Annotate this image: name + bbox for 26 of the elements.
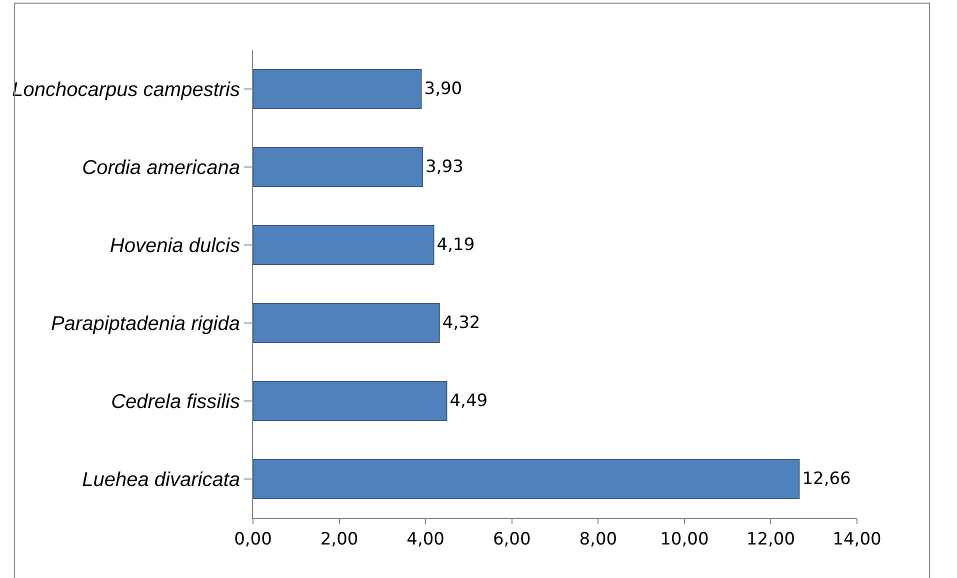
x-tick-label: 0,00 (234, 529, 272, 550)
y-tick-label: Hovenia dulcis (110, 235, 240, 257)
bar (253, 381, 448, 421)
x-tick-label: 8,00 (579, 529, 618, 550)
data-label: 4,19 (436, 235, 475, 255)
bar (253, 69, 422, 109)
x-tick-label: 4,00 (406, 529, 444, 550)
bar (253, 225, 434, 265)
x-tick-label: 12,00 (746, 529, 796, 550)
x-tick-label: 2,00 (320, 529, 358, 550)
x-tick-label: 10,00 (660, 529, 709, 550)
y-tick-label: Parapiptadenia rigida (50, 313, 240, 335)
data-label: 4,32 (442, 313, 480, 333)
y-tick-label: Lonchocarpus campestris (12, 79, 240, 101)
data-label: 4,49 (450, 391, 488, 411)
bar (253, 459, 800, 499)
x-tick-label: 6,00 (492, 529, 531, 550)
bar (253, 303, 440, 343)
x-tick-label: 14,00 (832, 529, 882, 550)
y-tick-label: Luehea divaricata (82, 469, 240, 491)
y-tick-label: Cordia americana (82, 157, 240, 179)
y-tick-label: Cedrela fissilis (111, 391, 240, 413)
data-label: 3,93 (426, 157, 464, 177)
data-label: 12,66 (802, 469, 851, 489)
bar (253, 147, 424, 187)
data-label: 3,90 (424, 79, 462, 99)
